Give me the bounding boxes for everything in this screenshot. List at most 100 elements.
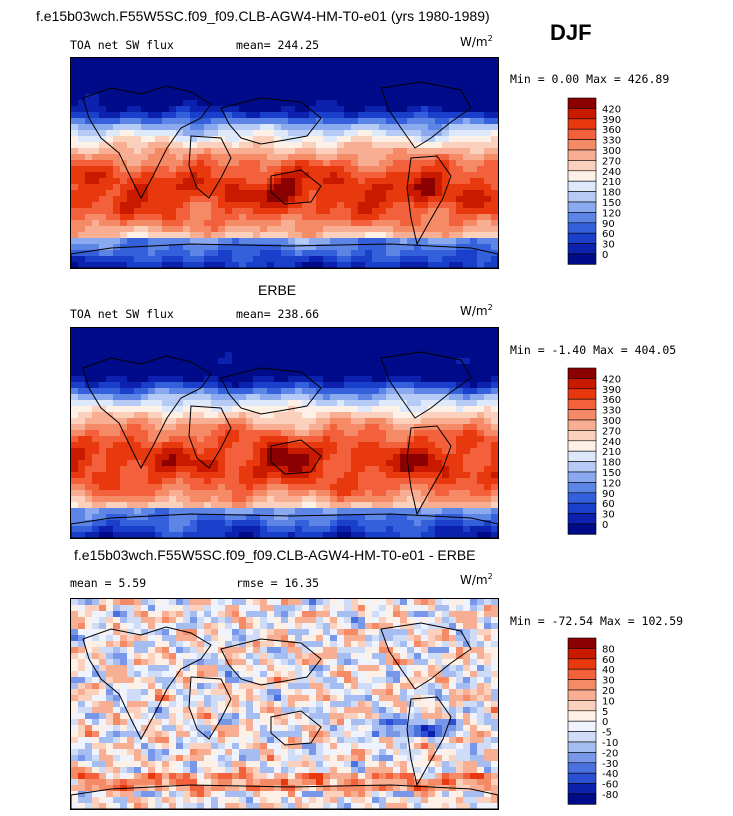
- field-cell: [435, 340, 443, 347]
- field-cell: [351, 172, 359, 179]
- field-cell: [197, 112, 205, 119]
- field-cell: [162, 70, 170, 77]
- field-cell: [239, 641, 247, 648]
- field-cell: [316, 478, 324, 485]
- field-cell: [302, 388, 310, 395]
- field-cell: [421, 70, 429, 77]
- field-cell: [232, 148, 240, 155]
- field-cell: [365, 172, 373, 179]
- field-cell: [288, 599, 296, 606]
- field-cell: [372, 70, 380, 77]
- field-cell: [162, 629, 170, 636]
- field-cell: [302, 490, 310, 497]
- field-cell: [379, 196, 387, 203]
- field-cell: [393, 76, 401, 83]
- field-cell: [155, 412, 163, 419]
- field-cell: [386, 376, 394, 383]
- field-cell: [379, 647, 387, 654]
- field-cell: [113, 472, 121, 479]
- field-cell: [463, 647, 471, 654]
- field-cell: [330, 334, 338, 341]
- field-cell: [484, 118, 492, 125]
- field-cell: [323, 172, 331, 179]
- field-cell: [218, 76, 226, 83]
- field-cell: [386, 214, 394, 221]
- field-cell: [365, 502, 373, 509]
- field-cell: [141, 88, 149, 95]
- field-cell: [316, 388, 324, 395]
- field-cell: [260, 418, 268, 425]
- field-cell: [78, 472, 86, 479]
- field-cell: [253, 166, 261, 173]
- field-cell: [232, 238, 240, 245]
- field-cell: [442, 412, 450, 419]
- field-cell: [197, 94, 205, 101]
- field-cell: [295, 514, 303, 521]
- field-cell: [477, 64, 485, 71]
- field-cell: [302, 605, 310, 612]
- field-cell: [281, 202, 289, 209]
- field-cell: [183, 496, 191, 503]
- field-cell: [204, 178, 212, 185]
- field-cell: [316, 364, 324, 371]
- field-cell: [491, 172, 498, 179]
- field-cell: [246, 88, 254, 95]
- field-cell: [470, 454, 478, 461]
- field-cell: [484, 442, 492, 449]
- field-cell: [162, 605, 170, 612]
- field-cell: [162, 214, 170, 221]
- field-cell: [414, 418, 422, 425]
- field-cell: [78, 250, 86, 257]
- field-cell: [344, 160, 352, 167]
- field-cell: [120, 232, 128, 239]
- field-cell: [407, 118, 415, 125]
- field-cell: [365, 532, 373, 538]
- field-cell: [190, 400, 198, 407]
- field-cell: [309, 496, 317, 503]
- field-cell: [190, 623, 198, 630]
- field-cell: [470, 196, 478, 203]
- field-cell: [99, 100, 107, 107]
- field-cell: [197, 394, 205, 401]
- field-cell: [484, 605, 492, 612]
- field-cell: [78, 394, 86, 401]
- field-cell: [358, 436, 366, 443]
- field-cell: [113, 424, 121, 431]
- field-cell: [463, 112, 471, 119]
- field-cell: [295, 220, 303, 227]
- field-cell: [309, 244, 317, 251]
- field-cell: [491, 202, 498, 209]
- field-cell: [141, 82, 149, 89]
- field-cell: [225, 214, 233, 221]
- field-cell: [239, 100, 247, 107]
- field-cell: [120, 88, 128, 95]
- field-cell: [155, 352, 163, 359]
- field-cell: [428, 256, 436, 263]
- field-cell: [484, 460, 492, 467]
- field-cell: [190, 442, 198, 449]
- field-cell: [253, 526, 261, 533]
- field-cell: [428, 172, 436, 179]
- field-cell: [106, 88, 114, 95]
- field-cell: [470, 514, 478, 521]
- field-cell: [260, 611, 268, 618]
- field-cell: [120, 220, 128, 227]
- field-cell: [148, 382, 156, 389]
- field-cell: [344, 106, 352, 113]
- field-cell: [323, 424, 331, 431]
- field-cell: [78, 629, 86, 636]
- field-cell: [351, 520, 359, 527]
- field-cell: [85, 76, 93, 83]
- field-cell: [99, 196, 107, 203]
- field-cell: [239, 196, 247, 203]
- field-cell: [267, 136, 275, 143]
- field-cell: [309, 220, 317, 227]
- field-cell: [386, 340, 394, 347]
- field-cell: [330, 262, 338, 268]
- field-cell: [260, 496, 268, 503]
- field-cell: [232, 629, 240, 636]
- field-cell: [463, 232, 471, 239]
- field-cell: [211, 220, 219, 227]
- field-cell: [141, 334, 149, 341]
- field-cell: [239, 184, 247, 191]
